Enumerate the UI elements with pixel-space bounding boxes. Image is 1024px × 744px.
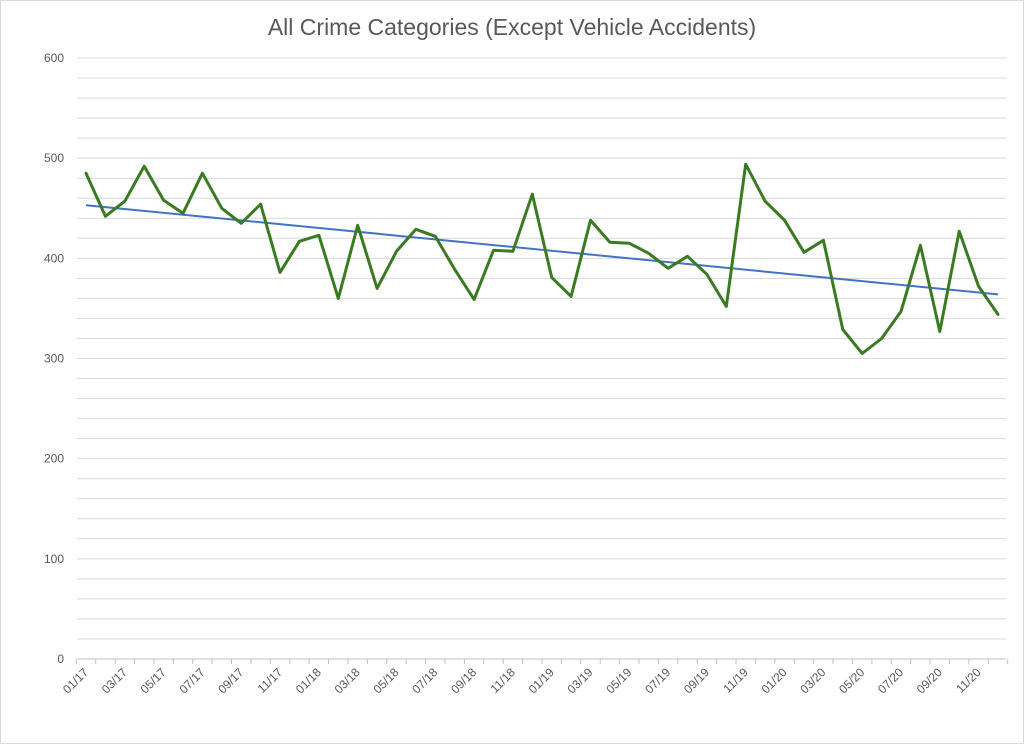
x-tick-label: 09/18 — [448, 665, 479, 696]
x-tick-label: 03/18 — [332, 665, 363, 696]
x-tick-label: 01/18 — [293, 665, 324, 696]
chart-title: All Crime Categories (Except Vehicle Acc… — [268, 14, 756, 40]
data-point — [628, 242, 631, 245]
y-tick-label: 600 — [44, 51, 64, 65]
data-point — [919, 244, 922, 247]
data-point — [162, 199, 165, 202]
data-point — [356, 224, 359, 227]
y-tick-label: 400 — [44, 251, 64, 265]
data-point — [453, 268, 456, 271]
data-point — [531, 193, 534, 196]
x-tick-label: 07/19 — [642, 665, 673, 696]
data-point — [783, 219, 786, 222]
data-point — [492, 249, 495, 252]
y-tick-label: 300 — [44, 352, 64, 366]
x-tick-label: 09/17 — [215, 665, 246, 696]
data-point — [880, 337, 883, 340]
data-point — [298, 240, 301, 243]
data-point — [337, 297, 340, 300]
data-point — [317, 234, 321, 237]
x-tick-label: 01/19 — [526, 665, 557, 696]
data-point — [259, 203, 262, 206]
y-tick-label: 200 — [44, 452, 64, 466]
gridlines — [77, 57, 1006, 640]
data-series — [84, 162, 1000, 355]
data-point — [240, 222, 243, 225]
x-tick-label: 07/18 — [409, 665, 440, 696]
data-point — [569, 295, 573, 298]
data-point — [589, 219, 592, 222]
x-tick-label: 05/18 — [370, 665, 401, 696]
data-point — [220, 207, 224, 210]
data-point — [705, 273, 709, 276]
data-point — [472, 298, 476, 301]
data-point — [686, 255, 689, 258]
data-point — [744, 162, 747, 166]
x-tick-label: 05/20 — [836, 665, 867, 696]
x-tick-label: 05/19 — [603, 665, 634, 696]
data-point — [143, 164, 146, 168]
x-tick-label: 03/17 — [99, 665, 130, 696]
data-point — [550, 276, 553, 279]
data-point — [414, 228, 418, 231]
x-tick-label: 11/20 — [953, 665, 984, 696]
x-tick-label: 07/17 — [176, 665, 207, 696]
data-point — [899, 310, 903, 313]
data-point — [608, 241, 612, 244]
y-axis: 0 100 200 300 400 500 600 — [44, 51, 64, 666]
data-point — [763, 200, 767, 203]
data-point — [84, 171, 88, 175]
x-tick-label: 11/17 — [255, 665, 286, 696]
data-point — [201, 171, 204, 175]
data-point — [278, 271, 282, 274]
x-tick-label: 01/17 — [60, 665, 91, 696]
x-tick-label: 09/20 — [914, 665, 945, 696]
data-point — [375, 287, 379, 290]
data-point — [666, 267, 670, 270]
data-point — [123, 200, 127, 203]
x-tick-label: 11/19 — [720, 665, 751, 696]
data-point — [802, 251, 806, 254]
x-tick-label: 03/20 — [797, 665, 828, 696]
x-axis: 01/17 03/17 05/17 07/17 09/17 11/17 01/18 03/18… — [60, 658, 1009, 696]
data-point — [104, 215, 107, 218]
data-point — [957, 230, 961, 233]
data-point — [977, 285, 980, 288]
data-point — [996, 313, 1000, 316]
series-line — [84, 162, 1000, 355]
y-tick-label: 500 — [44, 151, 64, 165]
data-point — [511, 250, 515, 253]
x-tick-label: 11/18 — [488, 665, 519, 696]
x-tick-label: 01/20 — [759, 665, 790, 696]
x-tick-label: 09/19 — [681, 665, 712, 696]
x-tick-label: 07/20 — [875, 665, 906, 696]
data-point — [725, 305, 728, 308]
y-tick-label: 100 — [44, 552, 64, 566]
data-point — [860, 352, 864, 355]
x-tick-label: 03/19 — [564, 665, 595, 696]
data-point — [395, 250, 398, 253]
x-tick-label: 05/17 — [138, 665, 169, 696]
data-point — [841, 328, 844, 331]
data-point — [938, 330, 941, 333]
data-point — [434, 235, 437, 238]
data-point — [181, 212, 185, 215]
data-point — [822, 239, 825, 242]
y-tick-label: 0 — [57, 652, 64, 666]
data-point — [647, 252, 650, 255]
